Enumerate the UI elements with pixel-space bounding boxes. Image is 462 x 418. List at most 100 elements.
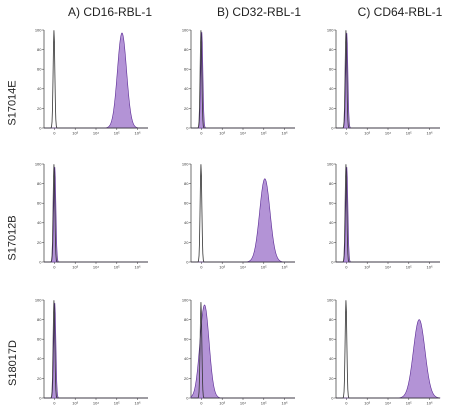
- y-tick-label: 20: [184, 106, 189, 111]
- y-tick-label: 100: [182, 297, 189, 302]
- histogram-panel-2-2: 0 20 40 60 80 100 0 10³ 10⁴ 10⁵ 10⁶: [182, 161, 295, 270]
- y-tick-label: 80: [37, 181, 42, 186]
- histogram-panel-2-3: 0 20 40 60 80 100 0 10³ 10⁴ 10⁵ 10⁶: [327, 161, 440, 270]
- control-histogram: [44, 164, 148, 263]
- x-tick-label: 10⁶: [282, 265, 288, 270]
- y-tick-label: 20: [329, 376, 334, 381]
- y-tick-label: 20: [184, 376, 189, 381]
- y-tick-label: 60: [329, 67, 334, 72]
- y-tick-label: 100: [182, 27, 189, 32]
- y-tick-label: 20: [184, 240, 189, 245]
- y-tick-label: 40: [37, 220, 42, 225]
- y-tick-label: 0: [39, 395, 42, 400]
- y-tick-label: 60: [184, 201, 189, 206]
- x-tick-label: 10⁵: [406, 401, 412, 406]
- histogram-panel-1-1: 0 20 40 60 80 100 0 10³ 10⁴ 10⁵ 10⁶: [35, 27, 148, 136]
- x-tick-label: 10³: [364, 131, 370, 136]
- x-tick-label: 10³: [364, 401, 370, 406]
- y-tick-label: 80: [184, 47, 189, 52]
- x-tick-label: 10³: [364, 265, 370, 270]
- y-tick-label: 40: [184, 356, 189, 361]
- x-tick-label: 0: [53, 131, 56, 136]
- y-tick-label: 40: [37, 356, 42, 361]
- x-tick-label: 10⁵: [261, 131, 267, 136]
- control-histogram: [336, 30, 440, 129]
- y-tick-label: 80: [184, 317, 189, 322]
- y-tick-label: 40: [184, 220, 189, 225]
- y-tick-label: 100: [35, 161, 42, 166]
- y-tick-label: 20: [37, 106, 42, 111]
- x-tick-label: 10⁵: [114, 265, 120, 270]
- sample-histogram: [336, 33, 440, 129]
- x-tick-label: 10⁴: [240, 131, 246, 136]
- x-tick-label: 0: [200, 401, 203, 406]
- x-tick-label: 10⁵: [261, 401, 267, 406]
- histogram-panel-3-2: 0 20 40 60 80 100 0 10³ 10⁴ 10⁵ 10⁶: [182, 297, 295, 406]
- x-tick-label: 10³: [72, 131, 78, 136]
- y-tick-label: 80: [37, 317, 42, 322]
- histogram-panel-1-3: 0 20 40 60 80 100 0 10³ 10⁴ 10⁵ 10⁶: [327, 27, 440, 136]
- x-tick-label: 0: [345, 265, 348, 270]
- x-tick-label: 10⁶: [282, 131, 288, 136]
- x-tick-label: 10⁴: [385, 131, 391, 136]
- y-tick-label: 80: [184, 181, 189, 186]
- control-histogram: [191, 164, 295, 263]
- y-tick-label: 60: [329, 337, 334, 342]
- sample-histogram: [336, 319, 441, 399]
- y-tick-label: 40: [37, 86, 42, 91]
- y-tick-label: 0: [331, 395, 334, 400]
- y-tick-label: 60: [37, 67, 42, 72]
- x-tick-label: 10⁴: [385, 265, 391, 270]
- x-tick-label: 10⁶: [135, 265, 141, 270]
- x-tick-label: 10³: [219, 131, 225, 136]
- y-tick-label: 20: [37, 240, 42, 245]
- x-tick-label: 0: [200, 265, 203, 270]
- y-tick-label: 0: [186, 125, 189, 130]
- control-histogram: [336, 164, 440, 263]
- control-histogram: [191, 302, 295, 399]
- x-tick-label: 10³: [219, 401, 225, 406]
- y-tick-label: 100: [35, 27, 42, 32]
- x-tick-label: 10⁴: [240, 265, 246, 270]
- x-tick-label: 10⁶: [427, 401, 433, 406]
- sample-histogram: [336, 167, 440, 263]
- y-tick-label: 80: [329, 181, 334, 186]
- column-title-cd16: A) CD16-RBL-1: [67, 5, 153, 19]
- x-tick-label: 10⁴: [93, 131, 99, 136]
- y-tick-label: 40: [184, 86, 189, 91]
- row-label-s17012b: S17012B: [7, 215, 20, 261]
- y-tick-label: 40: [329, 86, 334, 91]
- control-histogram: [44, 300, 148, 399]
- y-tick-label: 100: [327, 297, 334, 302]
- column-title-cd32: B) CD32-RBL-1: [216, 5, 302, 19]
- y-tick-label: 80: [329, 317, 334, 322]
- y-tick-label: 0: [331, 259, 334, 264]
- sample-histogram: [190, 304, 295, 399]
- y-tick-label: 60: [184, 67, 189, 72]
- x-tick-label: 10⁵: [114, 401, 120, 406]
- x-tick-label: 10⁴: [93, 401, 99, 406]
- y-tick-label: 100: [35, 297, 42, 302]
- row-label-s18017d: S18017D: [7, 340, 19, 386]
- x-tick-label: 10⁶: [427, 265, 433, 270]
- y-tick-label: 0: [186, 259, 189, 264]
- control-histogram: [191, 30, 295, 129]
- x-tick-label: 10⁵: [114, 131, 120, 136]
- y-tick-label: 20: [329, 106, 334, 111]
- sample-histogram: [44, 167, 148, 263]
- y-tick-label: 0: [186, 395, 189, 400]
- x-tick-label: 10⁴: [93, 265, 99, 270]
- sample-histogram: [191, 32, 295, 129]
- x-tick-label: 10⁴: [385, 401, 391, 406]
- y-tick-label: 60: [37, 337, 42, 342]
- x-tick-label: 0: [345, 401, 348, 406]
- y-tick-label: 100: [182, 161, 189, 166]
- y-tick-label: 80: [37, 47, 42, 52]
- row-label-s17014e: S17014E: [7, 80, 20, 126]
- x-tick-label: 0: [53, 401, 56, 406]
- sample-histogram: [44, 32, 148, 129]
- histogram-panel-1-2: 0 20 40 60 80 100 0 10³ 10⁴ 10⁵ 10⁶: [182, 27, 295, 136]
- y-tick-label: 40: [329, 220, 334, 225]
- y-tick-label: 60: [329, 201, 334, 206]
